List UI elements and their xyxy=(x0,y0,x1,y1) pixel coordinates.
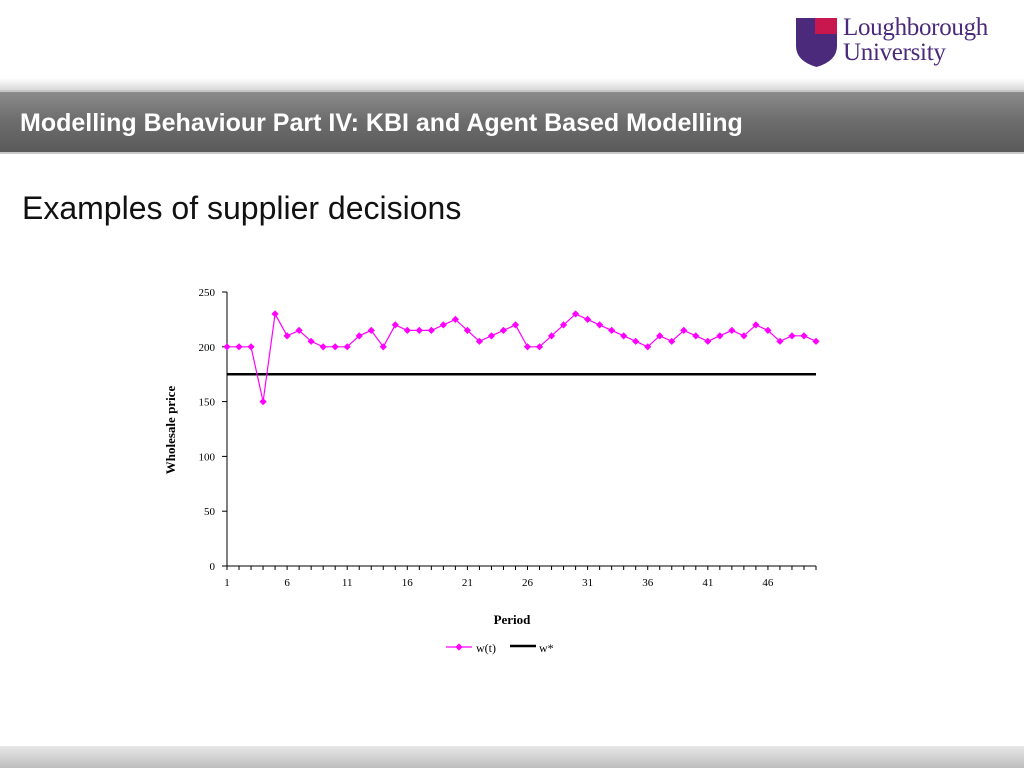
w-t-point xyxy=(427,326,435,334)
w-t-point xyxy=(331,343,339,351)
w-t-point xyxy=(788,332,796,340)
series-w-t xyxy=(223,310,820,406)
x-tick-label: 46 xyxy=(762,577,774,589)
shield-logo-icon xyxy=(796,18,837,67)
w-t-point xyxy=(283,332,291,340)
w-t-point xyxy=(499,326,508,334)
university-logo: Loughborough University xyxy=(795,15,1010,68)
w-t-point xyxy=(523,343,532,351)
x-tick-label: 41 xyxy=(702,577,713,589)
x-tick-label: 31 xyxy=(582,577,593,589)
w-t-point xyxy=(511,321,520,329)
legend-w-t-label: w(t) xyxy=(476,641,496,655)
y-tick-label: 250 xyxy=(199,287,216,299)
legend-w-t-swatch-marker xyxy=(455,643,463,651)
w-t-point xyxy=(800,332,808,340)
w-t-point xyxy=(608,326,616,334)
w-t-point xyxy=(584,315,592,323)
x-tick-label: 11 xyxy=(342,577,353,589)
y-axis-label: Wholesale price xyxy=(163,386,178,475)
w-t-point xyxy=(632,337,640,345)
x-axis-label: Period xyxy=(494,612,532,627)
w-t-point xyxy=(620,332,628,340)
y-tick-label: 200 xyxy=(199,342,216,354)
x-tick-label: 6 xyxy=(284,577,290,589)
x-tick-label: 36 xyxy=(642,577,654,589)
w-t-line xyxy=(227,312,817,402)
w-t-point xyxy=(559,321,568,329)
w-t-point xyxy=(535,343,544,351)
w-t-point xyxy=(391,321,399,329)
w-t-point xyxy=(728,326,736,334)
logo-text: Loughborough University xyxy=(843,15,988,65)
w-t-point xyxy=(668,337,676,345)
header-title: Modelling Behaviour Part IV: KBI and Age… xyxy=(20,109,743,137)
legend-w-star-label: w* xyxy=(539,641,554,655)
logo-line-1: Loughborough xyxy=(843,14,988,41)
y-tick-label: 100 xyxy=(199,451,216,463)
w-t-point xyxy=(271,310,279,318)
w-t-point xyxy=(776,337,784,345)
top-shade xyxy=(0,78,1024,90)
w-t-point xyxy=(596,321,604,329)
x-tick-label: 16 xyxy=(402,577,414,589)
w-t-point xyxy=(692,332,700,340)
w-t-point xyxy=(415,326,423,334)
w-t-point xyxy=(235,343,243,351)
header-banner: Modelling Behaviour Part IV: KBI and Age… xyxy=(0,90,1024,154)
x-tick-label: 1 xyxy=(224,577,230,589)
slide-title: Examples of supplier decisions xyxy=(22,190,462,226)
w-t-point xyxy=(319,343,327,351)
chart-legend: w(t) w* xyxy=(446,641,554,655)
y-tick-label: 50 xyxy=(204,506,216,518)
footer-bar xyxy=(0,746,1024,768)
y-tick-label: 0 xyxy=(210,561,216,573)
w-t-point xyxy=(259,398,267,406)
w-t-point xyxy=(752,321,760,329)
w-t-point xyxy=(812,337,820,345)
y-tick-label: 150 xyxy=(199,397,216,409)
logo-line-2: University xyxy=(843,39,946,66)
w-t-point xyxy=(439,321,447,329)
w-t-point xyxy=(704,337,712,345)
w-t-point xyxy=(475,337,484,345)
w-t-point xyxy=(644,343,652,351)
w-t-point xyxy=(403,326,411,334)
w-t-point xyxy=(571,310,580,318)
w-t-point xyxy=(716,332,724,340)
x-tick-label: 21 xyxy=(462,577,473,589)
w-t-point xyxy=(487,332,496,340)
w-t-point xyxy=(223,343,231,351)
x-tick-label: 26 xyxy=(522,577,534,589)
w-t-point xyxy=(247,343,255,351)
